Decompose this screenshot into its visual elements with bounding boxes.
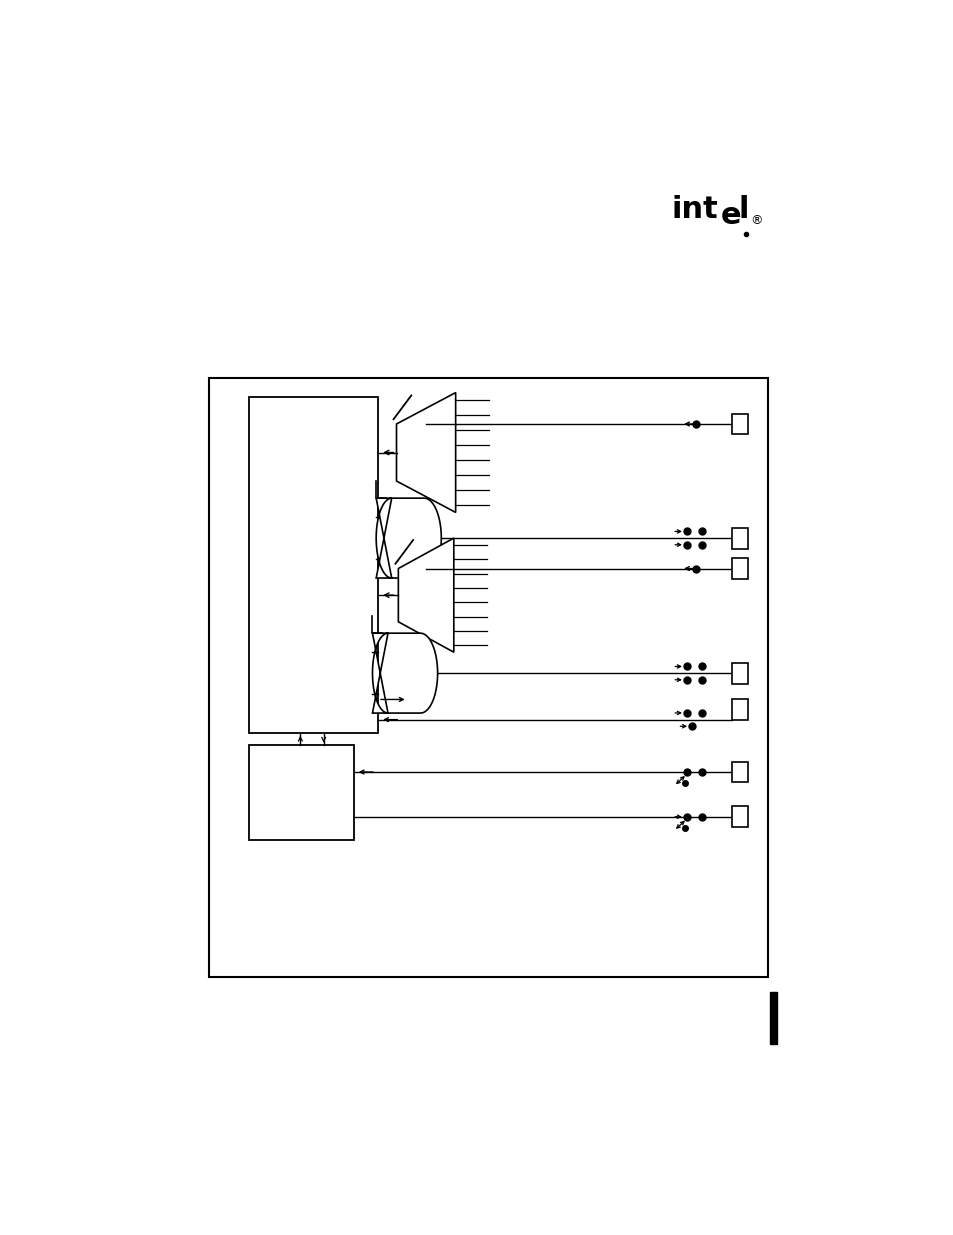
Bar [731, 663, 748, 684]
Bar [249, 746, 354, 841]
Text: int: int [671, 195, 718, 225]
Bar [769, 992, 777, 1044]
Bar [249, 398, 377, 734]
Text: e: e [720, 201, 740, 230]
Text: l: l [738, 195, 748, 225]
Bar [731, 414, 748, 435]
Bar [731, 762, 748, 783]
Bar [731, 699, 748, 720]
Polygon shape [375, 498, 441, 578]
Polygon shape [396, 393, 456, 513]
Polygon shape [372, 634, 437, 713]
Bar [731, 558, 748, 579]
Text: ®: ® [750, 214, 762, 227]
Polygon shape [398, 538, 454, 652]
Bar [210, 378, 767, 977]
Bar [731, 527, 748, 548]
Bar [731, 806, 748, 827]
